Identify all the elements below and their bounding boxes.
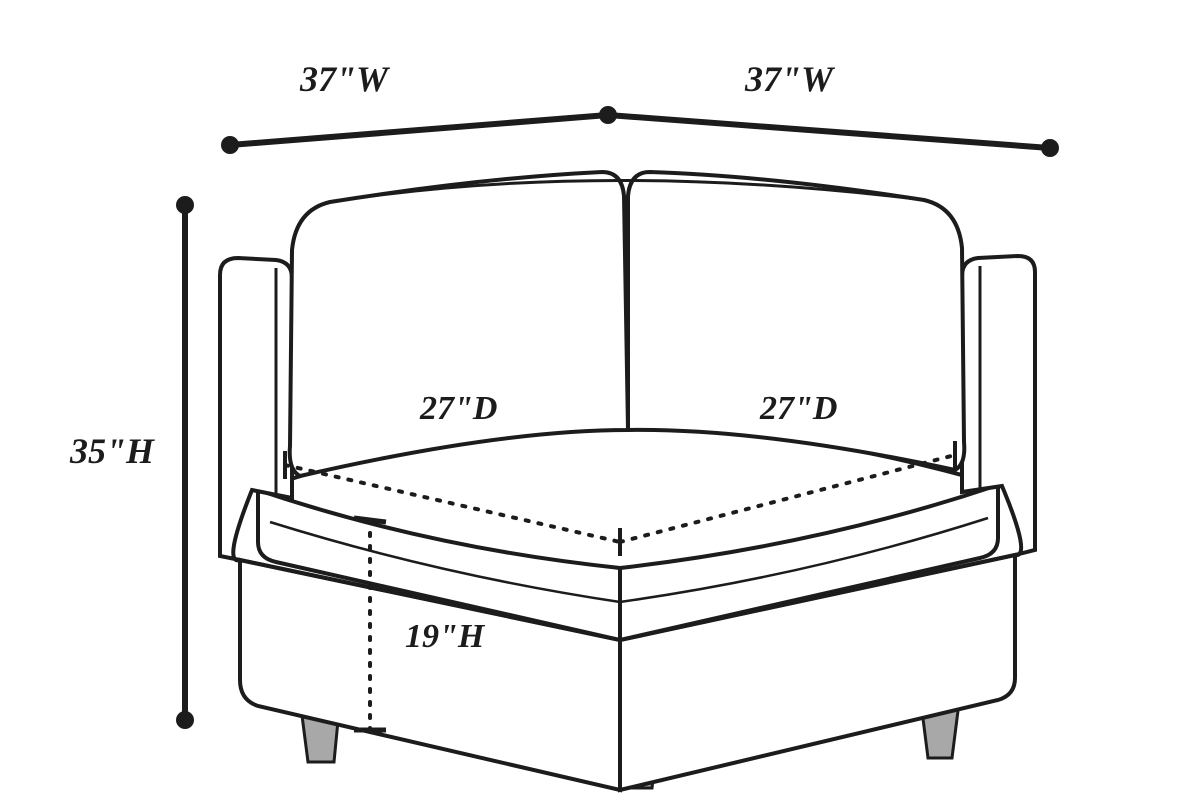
label-height-total: 35"H (70, 430, 154, 472)
dim-top (230, 115, 1050, 148)
back-cushion-left (290, 172, 628, 476)
furniture-dimension-diagram: 37"W 37"W 35"H 27"D 27"D 19"H (0, 0, 1200, 800)
label-depth-right: 27"D (760, 390, 837, 428)
label-depth-left: 27"D (420, 390, 497, 428)
label-width-left: 37"W (300, 58, 388, 100)
label-seat-height: 19"H (405, 618, 484, 656)
diagram-svg (0, 0, 1200, 800)
label-width-right: 37"W (745, 58, 833, 100)
